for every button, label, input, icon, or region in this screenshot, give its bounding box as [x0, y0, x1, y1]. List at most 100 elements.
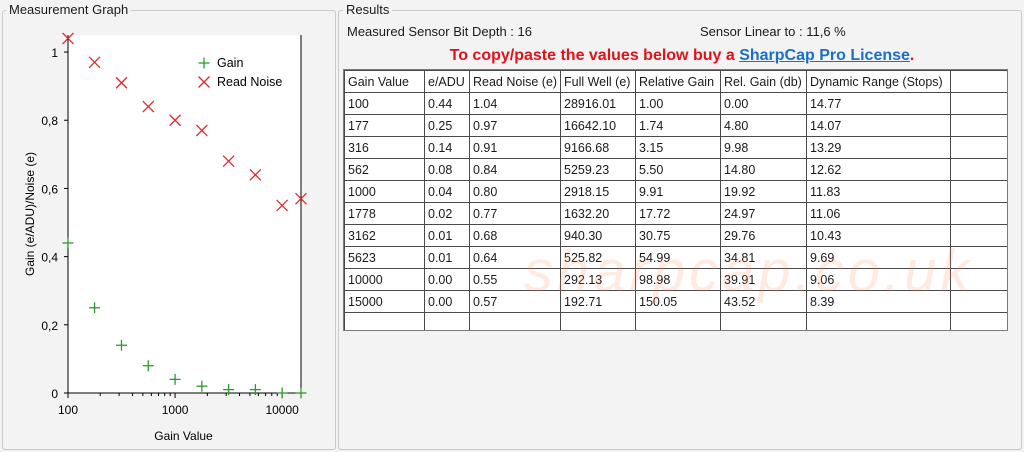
table-cell[interactable]: 562: [344, 158, 425, 181]
table-cell[interactable]: 0.44: [424, 92, 470, 115]
table-cell[interactable]: 14.07: [806, 114, 951, 137]
table-cell[interactable]: [950, 246, 1007, 269]
table-cell[interactable]: 5.50: [635, 158, 721, 181]
table-cell[interactable]: [950, 180, 1007, 203]
table-cell[interactable]: 98.98: [635, 268, 721, 291]
table-row[interactable]: 3162 0.01 0.68 940.30 30.75 29.76 10.43: [344, 224, 1007, 247]
table-cell[interactable]: 0.04: [424, 180, 470, 203]
table-cell[interactable]: 43.52: [720, 290, 807, 313]
table-cell[interactable]: [635, 312, 721, 330]
column-header[interactable]: e/ADU: [424, 70, 470, 93]
table-cell[interactable]: 1632.20: [560, 202, 636, 225]
table-cell[interactable]: 1.00: [635, 92, 721, 115]
table-row[interactable]: 562 0.08 0.84 5259.23 5.50 14.80 12.62: [344, 158, 1007, 181]
column-header[interactable]: Read Noise (e): [469, 70, 561, 93]
table-cell[interactable]: 3.15: [635, 136, 721, 159]
table-cell[interactable]: [950, 136, 1007, 159]
table-row[interactable]: [344, 312, 1007, 330]
table-cell[interactable]: 11.06: [806, 202, 951, 225]
table-cell[interactable]: 16642.10: [560, 114, 636, 137]
table-cell[interactable]: 0.00: [720, 92, 807, 115]
table-cell[interactable]: [424, 312, 470, 330]
table-cell[interactable]: 177: [344, 114, 425, 137]
table-cell[interactable]: 0.91: [469, 136, 561, 159]
column-header[interactable]: Gain Value: [344, 70, 425, 93]
table-cell[interactable]: 34.81: [720, 246, 807, 269]
table-cell[interactable]: 0.77: [469, 202, 561, 225]
table-row[interactable]: 5623 0.01 0.64 525.82 54.99 34.81 9.69: [344, 246, 1007, 269]
table-row[interactable]: 15000 0.00 0.57 192.71 150.05 43.52 8.39: [344, 290, 1007, 313]
table-cell[interactable]: [469, 312, 561, 330]
table-cell[interactable]: 2918.15: [560, 180, 636, 203]
table-cell[interactable]: 192.71: [560, 290, 636, 313]
table-cell[interactable]: [950, 114, 1007, 137]
table-cell[interactable]: 316: [344, 136, 425, 159]
table-cell[interactable]: [950, 224, 1007, 247]
table-cell[interactable]: 4.80: [720, 114, 807, 137]
table-cell[interactable]: 0.97: [469, 114, 561, 137]
table-cell[interactable]: 29.76: [720, 224, 807, 247]
column-header[interactable]: Dynamic Range (Stops): [806, 70, 951, 93]
table-cell[interactable]: 30.75: [635, 224, 721, 247]
column-header[interactable]: [950, 70, 1007, 93]
table-cell[interactable]: [950, 268, 1007, 291]
table-cell[interactable]: 0.25: [424, 114, 470, 137]
column-header[interactable]: Relative Gain: [635, 70, 721, 93]
table-cell[interactable]: 8.39: [806, 290, 951, 313]
table-cell[interactable]: 0.55: [469, 268, 561, 291]
table-cell[interactable]: 0.02: [424, 202, 470, 225]
table-cell[interactable]: [950, 202, 1007, 225]
table-cell[interactable]: 1778: [344, 202, 425, 225]
table-cell[interactable]: 1000: [344, 180, 425, 203]
table-cell[interactable]: 1.04: [469, 92, 561, 115]
table-row[interactable]: 177 0.25 0.97 16642.10 1.74 4.80 14.07: [344, 114, 1007, 137]
table-cell[interactable]: [950, 158, 1007, 181]
table-cell[interactable]: 9.06: [806, 268, 951, 291]
table-cell[interactable]: 0.80: [469, 180, 561, 203]
table-cell[interactable]: 0.01: [424, 246, 470, 269]
table-cell[interactable]: 9.69: [806, 246, 951, 269]
table-row[interactable]: 100 0.44 1.04 28916.01 1.00 0.00 14.77: [344, 92, 1007, 115]
table-cell[interactable]: 39.91: [720, 268, 807, 291]
table-cell[interactable]: 0.08: [424, 158, 470, 181]
table-cell[interactable]: 10000: [344, 268, 425, 291]
table-cell[interactable]: 9.98: [720, 136, 807, 159]
table-cell[interactable]: 0.64: [469, 246, 561, 269]
table-cell[interactable]: 54.99: [635, 246, 721, 269]
table-cell[interactable]: 0.00: [424, 290, 470, 313]
column-header[interactable]: Full Well (e): [560, 70, 636, 93]
table-cell[interactable]: [344, 312, 425, 330]
table-cell[interactable]: 150.05: [635, 290, 721, 313]
table-cell[interactable]: 5623: [344, 246, 425, 269]
table-cell[interactable]: 13.29: [806, 136, 951, 159]
table-cell[interactable]: 11.83: [806, 180, 951, 203]
results-table[interactable]: Gain Value e/ADU Read Noise (e) Full Well (…: [343, 69, 1008, 331]
table-cell[interactable]: 0.68: [469, 224, 561, 247]
table-cell[interactable]: 14.77: [806, 92, 951, 115]
table-cell[interactable]: 1.74: [635, 114, 721, 137]
table-cell[interactable]: 17.72: [635, 202, 721, 225]
table-cell[interactable]: 14.80: [720, 158, 807, 181]
column-header[interactable]: Rel. Gain (db): [720, 70, 807, 93]
table-cell[interactable]: 28916.01: [560, 92, 636, 115]
table-cell[interactable]: 940.30: [560, 224, 636, 247]
table-cell[interactable]: 0.57: [469, 290, 561, 313]
pro-license-link[interactable]: SharpCap Pro License: [739, 47, 910, 64]
table-cell[interactable]: [806, 312, 951, 330]
table-cell[interactable]: 0.84: [469, 158, 561, 181]
table-cell[interactable]: 5259.23: [560, 158, 636, 181]
table-cell[interactable]: 100: [344, 92, 425, 115]
table-cell[interactable]: 19.92: [720, 180, 807, 203]
table-row[interactable]: 316 0.14 0.91 9166.68 3.15 9.98 13.29: [344, 136, 1007, 159]
table-cell[interactable]: 3162: [344, 224, 425, 247]
table-row[interactable]: 1000 0.04 0.80 2918.15 9.91 19.92 11.83: [344, 180, 1007, 203]
table-cell[interactable]: 12.62: [806, 158, 951, 181]
table-row[interactable]: 1778 0.02 0.77 1632.20 17.72 24.97 11.06: [344, 202, 1007, 225]
table-cell[interactable]: 10.43: [806, 224, 951, 247]
table-cell[interactable]: 525.82: [560, 246, 636, 269]
table-cell[interactable]: 0.00: [424, 268, 470, 291]
table-cell[interactable]: 9166.68: [560, 136, 636, 159]
table-row[interactable]: 10000 0.00 0.55 292.13 98.98 39.91 9.06: [344, 268, 1007, 291]
table-cell[interactable]: 292.13: [560, 268, 636, 291]
table-cell[interactable]: 15000: [344, 290, 425, 313]
